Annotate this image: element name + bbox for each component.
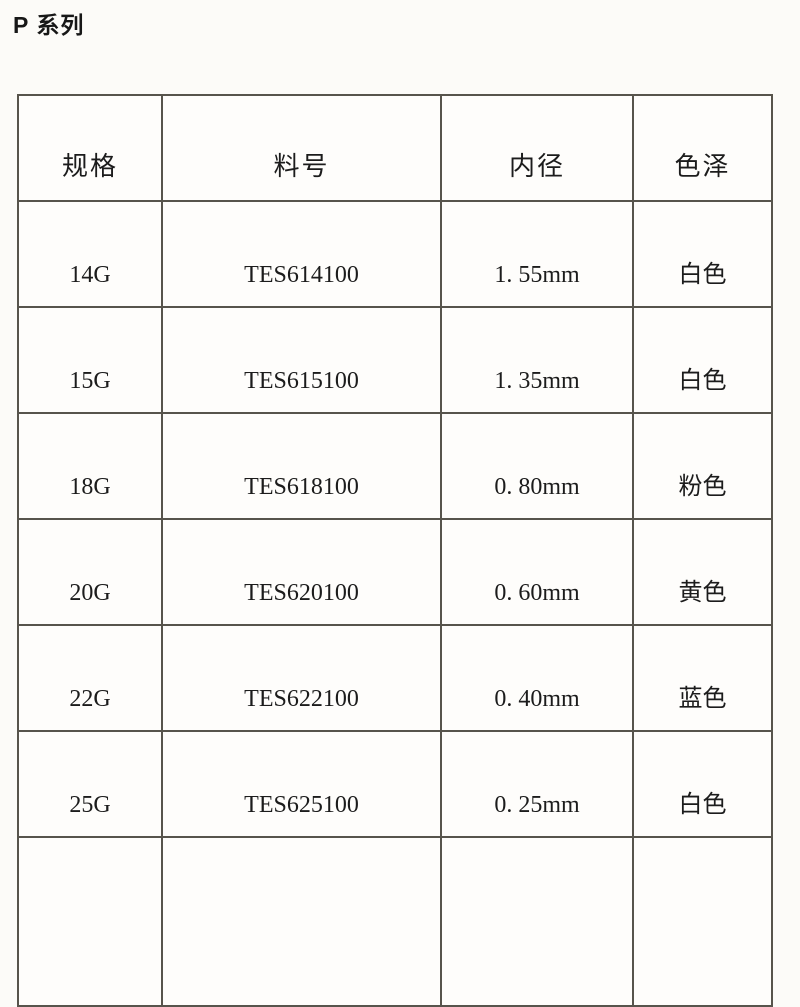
cell-inner: 1. 35mm [440, 306, 634, 414]
cell-inner: 0. 80mm [440, 412, 634, 520]
column-header-color: 色泽 [632, 94, 773, 202]
table-row-empty [17, 836, 773, 1007]
cell-color: 黄色 [632, 518, 773, 626]
cell-empty-part [161, 836, 442, 1007]
cell-spec: 18G [17, 412, 163, 520]
cell-color: 白色 [632, 730, 773, 838]
cell-spec: 22G [17, 624, 163, 732]
cell-part: TES622100 [161, 624, 442, 732]
column-header-spec: 规格 [17, 94, 163, 202]
table-row: 20G TES620100 0. 60mm 黄色 [17, 518, 773, 626]
cell-part: TES615100 [161, 306, 442, 414]
table-row: 15G TES615100 1. 35mm 白色 [17, 306, 773, 414]
table-header-row: 规格 料号 内径 色泽 [17, 94, 773, 202]
product-spec-table: 规格 料号 内径 色泽 14G TES614100 1. 55mm 白色 15G TES6… [17, 94, 773, 1007]
cell-color: 白色 [632, 306, 773, 414]
cell-inner: 0. 40mm [440, 624, 634, 732]
table-row: 25G TES625100 0. 25mm 白色 [17, 730, 773, 838]
column-header-inner: 内径 [440, 94, 634, 202]
cell-spec: 15G [17, 306, 163, 414]
cell-part: TES620100 [161, 518, 442, 626]
cell-inner: 0. 60mm [440, 518, 634, 626]
cell-inner: 1. 55mm [440, 200, 634, 308]
column-header-part: 料号 [161, 94, 442, 202]
cell-color: 蓝色 [632, 624, 773, 732]
cell-empty-inner [440, 836, 634, 1007]
cell-spec: 20G [17, 518, 163, 626]
cell-inner: 0. 25mm [440, 730, 634, 838]
table-row: 14G TES614100 1. 55mm 白色 [17, 200, 773, 308]
cell-part: TES625100 [161, 730, 442, 838]
table-row: 18G TES618100 0. 80mm 粉色 [17, 412, 773, 520]
page-title: P 系列 [13, 12, 85, 38]
cell-part: TES614100 [161, 200, 442, 308]
cell-empty-spec [17, 836, 163, 1007]
cell-spec: 25G [17, 730, 163, 838]
cell-color: 粉色 [632, 412, 773, 520]
cell-spec: 14G [17, 200, 163, 308]
cell-color: 白色 [632, 200, 773, 308]
table-row: 22G TES622100 0. 40mm 蓝色 [17, 624, 773, 732]
cell-part: TES618100 [161, 412, 442, 520]
cell-empty-color [632, 836, 773, 1007]
